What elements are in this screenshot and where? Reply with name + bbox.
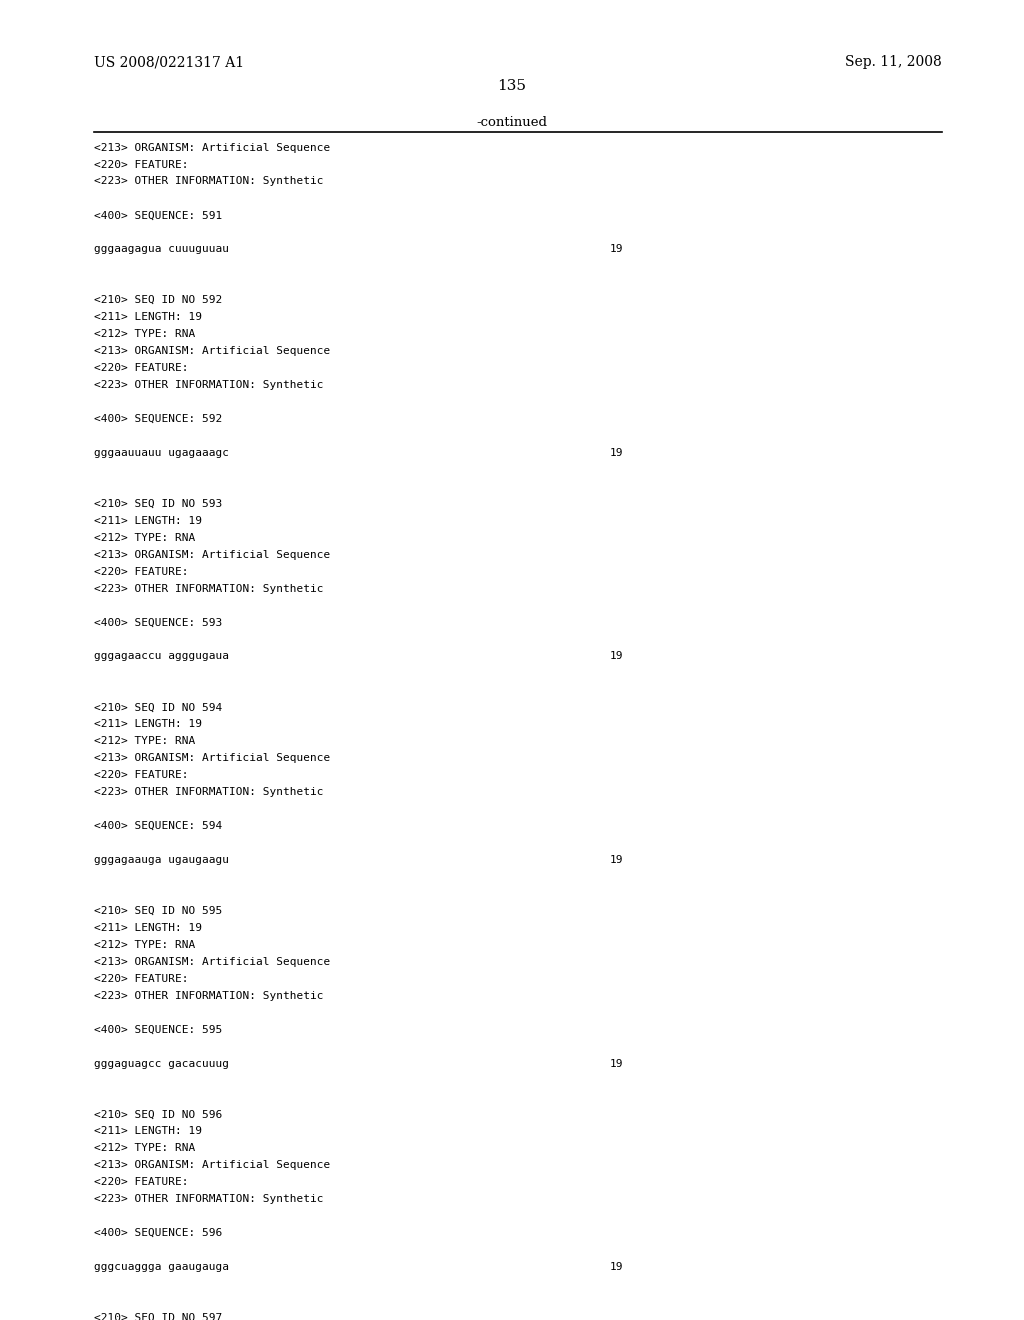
Text: <223> OTHER INFORMATION: Synthetic: <223> OTHER INFORMATION: Synthetic [94,1195,324,1204]
Text: 19: 19 [609,652,623,661]
Text: <223> OTHER INFORMATION: Synthetic: <223> OTHER INFORMATION: Synthetic [94,583,324,594]
Text: <220> FEATURE:: <220> FEATURE: [94,974,188,983]
Text: -continued: -continued [476,116,548,129]
Text: <213> ORGANISM: Artificial Sequence: <213> ORGANISM: Artificial Sequence [94,346,331,356]
Text: <400> SEQUENCE: 596: <400> SEQUENCE: 596 [94,1228,222,1238]
Text: <213> ORGANISM: Artificial Sequence: <213> ORGANISM: Artificial Sequence [94,549,331,560]
Text: 19: 19 [609,447,623,458]
Text: gggaguagcc gacacuuug: gggaguagcc gacacuuug [94,1059,229,1068]
Text: <210> SEQ ID NO 592: <210> SEQ ID NO 592 [94,296,222,305]
Text: 19: 19 [609,1059,623,1068]
Text: <212> TYPE: RNA: <212> TYPE: RNA [94,737,196,746]
Text: <211> LENGTH: 19: <211> LENGTH: 19 [94,516,202,525]
Text: <220> FEATURE:: <220> FEATURE: [94,160,188,169]
Text: <220> FEATURE:: <220> FEATURE: [94,363,188,374]
Text: 19: 19 [609,1262,623,1272]
Text: <211> LENGTH: 19: <211> LENGTH: 19 [94,719,202,729]
Text: US 2008/0221317 A1: US 2008/0221317 A1 [94,55,245,70]
Text: 135: 135 [498,79,526,94]
Text: <210> SEQ ID NO 593: <210> SEQ ID NO 593 [94,499,222,508]
Text: <220> FEATURE:: <220> FEATURE: [94,566,188,577]
Text: gggaauuauu ugagaaagc: gggaauuauu ugagaaagc [94,447,229,458]
Text: <212> TYPE: RNA: <212> TYPE: RNA [94,1143,196,1154]
Text: <210> SEQ ID NO 597: <210> SEQ ID NO 597 [94,1313,222,1320]
Text: <213> ORGANISM: Artificial Sequence: <213> ORGANISM: Artificial Sequence [94,754,331,763]
Text: <212> TYPE: RNA: <212> TYPE: RNA [94,940,196,950]
Text: <210> SEQ ID NO 595: <210> SEQ ID NO 595 [94,906,222,916]
Text: gggagaauga ugaugaagu: gggagaauga ugaugaagu [94,855,229,865]
Text: <211> LENGTH: 19: <211> LENGTH: 19 [94,313,202,322]
Text: Sep. 11, 2008: Sep. 11, 2008 [846,55,942,70]
Text: <220> FEATURE:: <220> FEATURE: [94,1177,188,1187]
Text: <210> SEQ ID NO 594: <210> SEQ ID NO 594 [94,702,222,713]
Text: <223> OTHER INFORMATION: Synthetic: <223> OTHER INFORMATION: Synthetic [94,991,324,1001]
Text: gggagaaccu agggugaua: gggagaaccu agggugaua [94,652,229,661]
Text: <400> SEQUENCE: 594: <400> SEQUENCE: 594 [94,821,222,832]
Text: <400> SEQUENCE: 593: <400> SEQUENCE: 593 [94,618,222,627]
Text: <212> TYPE: RNA: <212> TYPE: RNA [94,533,196,543]
Text: <400> SEQUENCE: 592: <400> SEQUENCE: 592 [94,414,222,424]
Text: <210> SEQ ID NO 596: <210> SEQ ID NO 596 [94,1109,222,1119]
Text: <223> OTHER INFORMATION: Synthetic: <223> OTHER INFORMATION: Synthetic [94,787,324,797]
Text: <211> LENGTH: 19: <211> LENGTH: 19 [94,923,202,933]
Text: <212> TYPE: RNA: <212> TYPE: RNA [94,329,196,339]
Text: gggcuaggga gaaugauga: gggcuaggga gaaugauga [94,1262,229,1272]
Text: <400> SEQUENCE: 595: <400> SEQUENCE: 595 [94,1024,222,1035]
Text: <213> ORGANISM: Artificial Sequence: <213> ORGANISM: Artificial Sequence [94,143,331,153]
Text: <213> ORGANISM: Artificial Sequence: <213> ORGANISM: Artificial Sequence [94,1160,331,1171]
Text: gggaagagua cuuuguuau: gggaagagua cuuuguuau [94,244,229,255]
Text: 19: 19 [609,855,623,865]
Text: <223> OTHER INFORMATION: Synthetic: <223> OTHER INFORMATION: Synthetic [94,177,324,186]
Text: 19: 19 [609,244,623,255]
Text: <211> LENGTH: 19: <211> LENGTH: 19 [94,1126,202,1137]
Text: <400> SEQUENCE: 591: <400> SEQUENCE: 591 [94,210,222,220]
Text: <220> FEATURE:: <220> FEATURE: [94,770,188,780]
Text: <223> OTHER INFORMATION: Synthetic: <223> OTHER INFORMATION: Synthetic [94,380,324,389]
Text: <213> ORGANISM: Artificial Sequence: <213> ORGANISM: Artificial Sequence [94,957,331,966]
